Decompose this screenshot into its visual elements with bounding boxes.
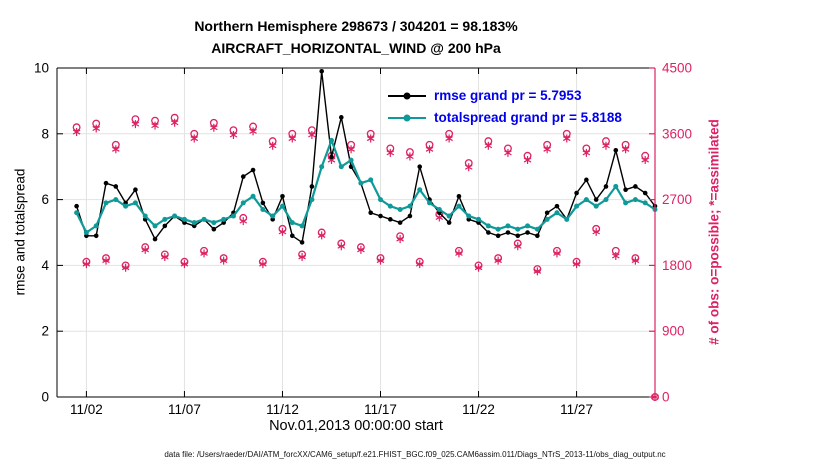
assimilated-obs-marker [415,260,424,269]
axis-ticks [57,67,655,398]
obs-markers [72,113,659,401]
assimilated-obs-marker [92,124,101,133]
y-right-tick-label: 1800 [662,258,692,273]
assimilated-obs-marker [190,134,199,143]
assimilated-obs-marker [592,227,600,236]
assimilated-obs-marker [121,263,130,272]
totalspread-marker-icon [403,114,411,121]
chart-title-block: Northern Hemisphere 298673 / 304201 = 98… [57,16,655,59]
assimilated-obs-marker [474,263,483,272]
assimilated-obs-marker [396,235,404,244]
y-axis-label-left: rmse and totalspread [12,168,28,296]
assimilated-obs-marker [180,260,189,269]
assimilated-obs-marker [278,227,287,236]
y-left-tick-label: 4 [41,258,49,273]
assimilated-obs-marker [464,163,473,172]
assimilated-obs-marker [572,260,581,269]
assimilated-obs-marker [170,118,179,127]
x-tick-label: 11/17 [364,402,397,417]
assimilated-obs-marker [376,256,385,265]
assimilated-obs-marker [268,141,277,150]
assimilated-obs-marker [406,152,414,161]
assimilated-obs-marker [621,145,630,154]
y-left-tick-label: 0 [41,390,49,405]
legend-row-totalspread: totalspread grand pr = 5.8188 [388,108,622,127]
assimilated-obs-marker [161,252,169,261]
assimilated-obs-marker [288,134,297,143]
chart-title: Northern Hemisphere 298673 / 304201 = 98… [194,18,518,34]
assimilated-obs-marker [102,256,110,265]
assimilated-obs-marker [317,231,326,240]
assimilated-obs-marker [210,123,218,132]
assimilated-obs-marker [112,145,120,154]
data-file-caption: data file: /Users/raeder/DAI/ATM_forcXX/… [164,450,666,459]
y-left-tick-label: 6 [41,192,49,207]
axes-box [56,67,656,398]
assimilated-obs-marker [513,242,522,251]
totalspread-line [74,137,658,235]
y-right-tick-label: 4500 [662,61,692,76]
tick-labels: 0 2 4 6 8 10 0 900 1800 2700 3600 4500 11/02 11/07 11/… [34,61,692,418]
assimilated-obs-marker [347,145,355,154]
y-right-tick-label: 900 [662,324,685,339]
assimilated-obs-marker [131,120,140,129]
assimilated-obs-marker [239,217,248,226]
legend: rmse grand pr = 5.7953 totalspread grand… [388,86,622,127]
assimilated-obs-marker [631,256,640,265]
x-tick-label: 11/27 [560,402,593,417]
y-axis-label-right: # of obs: o=possible; *=assimilated [706,119,722,345]
assimilated-obs-marker [366,134,375,143]
y-left-tick-label: 2 [41,324,49,339]
x-axis-label: Nov.01,2013 00:00:00 start [269,418,443,434]
legend-label-rmse: rmse grand pr = 5.7953 [434,88,582,103]
legend-swatch-totalspread [388,114,426,121]
rmse-marker-icon [403,92,411,99]
assimilated-obs-marker [582,148,591,157]
assimilated-obs-marker [504,148,512,157]
assimilated-obs-marker [562,134,571,143]
assimilated-obs-marker [82,260,91,269]
assimilated-obs-marker [425,145,434,154]
assimilated-obs-marker [298,252,306,261]
legend-row-rmse: rmse grand pr = 5.7953 [388,86,622,105]
assimilated-obs-marker [553,249,561,258]
y-right-tick-label: 3600 [662,126,692,141]
assimilated-obs-marker [249,127,257,136]
chart-subtitle: AIRCRAFT_HORIZONTAL_WIND @ 200 hPa [211,39,501,56]
assimilated-obs-marker [200,249,208,258]
assimilated-obs-marker [533,267,542,276]
assimilated-obs-marker [641,156,649,165]
assimilated-obs-marker [259,260,267,269]
assimilated-obs-marker [523,156,532,165]
assimilated-obs-marker [543,145,551,154]
assimilated-obs-marker [308,130,316,139]
legend-label-totalspread: totalspread grand pr = 5.8188 [434,110,622,125]
assimilated-obs-marker [611,251,620,260]
assimilated-obs-marker [151,121,159,130]
y-right-tick-label: 2700 [662,192,692,207]
x-tick-label: 11/12 [266,402,299,417]
x-tick-label: 11/22 [462,402,495,417]
y-left-tick-label: 8 [41,126,49,141]
assimilated-obs-marker [72,128,81,137]
x-tick-label: 11/02 [70,402,103,417]
x-tick-label: 11/07 [168,402,201,417]
assimilated-obs-marker [494,256,502,265]
assimilated-obs-marker [141,245,150,254]
assimilated-obs-marker [445,134,453,143]
y-right-tick-label: 0 [662,390,670,405]
assimilated-obs-marker [229,130,238,139]
assimilated-obs-marker [357,245,365,254]
assimilated-obs-marker [219,256,228,265]
assimilated-obs-marker [337,242,346,251]
assimilated-obs-marker [386,148,395,157]
assimilated-obs-marker [602,141,610,150]
assimilated-obs-marker [455,249,463,258]
assimilated-obs-marker [484,141,493,150]
y-left-tick-label: 10 [34,61,49,76]
legend-swatch-rmse [388,92,426,99]
